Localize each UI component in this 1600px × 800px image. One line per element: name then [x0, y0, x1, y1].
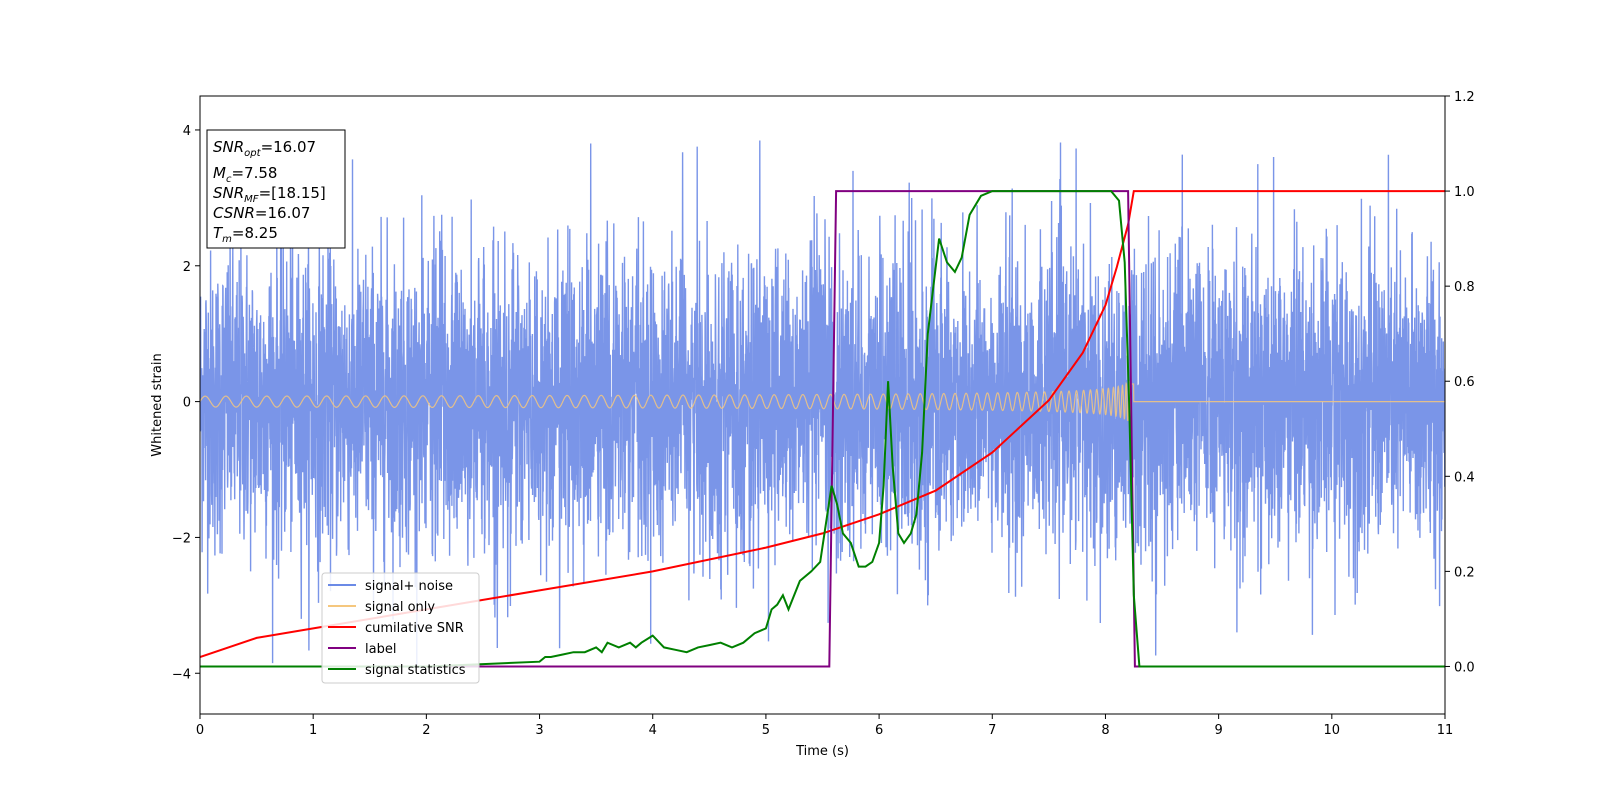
series-signal-statistics-line	[200, 190, 1445, 668]
info-mc: Mc=7.58	[213, 164, 277, 185]
legend-cumulative-snr-label: cumilative SNR	[365, 621, 464, 636]
legend-signal-noise-label: signal+ noise	[365, 579, 453, 594]
y2-tick-label: 1.0	[1454, 185, 1475, 200]
x-axis-label: Time (s)	[795, 744, 849, 759]
series-signal-noise-line	[200, 140, 1445, 669]
y2-tick-label: 0.4	[1454, 470, 1475, 485]
y-tick-label: −2	[172, 531, 191, 546]
x-tick-label: 1	[309, 723, 317, 738]
x-tick-label: 8	[1101, 723, 1109, 738]
y-tick-label: 4	[183, 124, 191, 139]
x-tick-label: 5	[762, 723, 770, 738]
x-tick-label: 4	[649, 723, 657, 738]
series-signal-only-line	[200, 380, 1445, 425]
x-tick-label: 11	[1437, 723, 1454, 738]
x-tick-label: 9	[1214, 723, 1222, 738]
y-tick-label: 0	[183, 396, 191, 411]
x-tick-label: 6	[875, 723, 883, 738]
info-csnr: CSNR=16.07	[213, 204, 310, 222]
y-tick-label: 2	[183, 260, 191, 275]
y2-tick-label: 0.0	[1454, 660, 1475, 675]
y2-tick-label: 0.2	[1454, 565, 1475, 580]
info-snr-mf: SNRMF=[18.15]	[213, 184, 326, 205]
y2-tick-label: 1.2	[1454, 90, 1475, 105]
x-tick-label: 2	[422, 723, 430, 738]
legend-signal-only-label: signal only	[365, 600, 435, 615]
info-snr-opt: SNRopt=16.07	[213, 138, 316, 159]
legend-label-label: label	[365, 642, 396, 657]
x-tick-label: 10	[1324, 723, 1341, 738]
legend-box	[321, 572, 480, 684]
info-tm: Tm=8.25	[213, 224, 278, 245]
y-tick-label: −4	[172, 667, 191, 682]
x-tick-label: 3	[535, 723, 543, 738]
info-box: SNRopt=16.07 Mc=7.58 SNRMF=[18.15] CSNR=…	[206, 129, 346, 249]
y2-tick-label: 0.6	[1454, 375, 1475, 390]
y2-tick-label: 0.8	[1454, 280, 1475, 295]
y-axis-label: Whitened strain	[150, 353, 165, 456]
x-tick-label: 7	[988, 723, 996, 738]
legend: signal+ noise signal only cumilative SNR la…	[321, 572, 480, 684]
legend-signal-statistics-label: signal statistics	[365, 663, 466, 678]
x-tick-label: 0	[196, 723, 204, 738]
plot-frame	[199, 95, 1446, 715]
